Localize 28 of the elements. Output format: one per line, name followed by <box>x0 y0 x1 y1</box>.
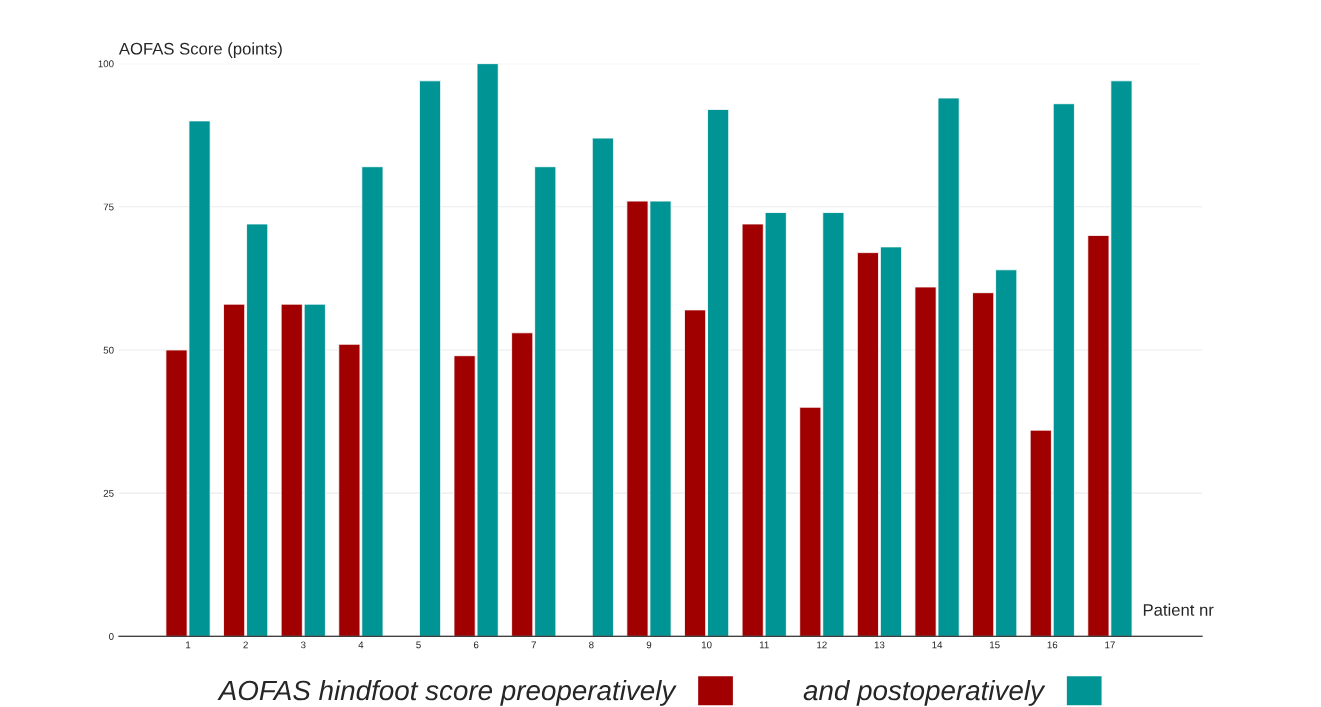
y-tick-label: 100 <box>98 60 114 68</box>
x-tick-label: 4 <box>358 641 364 649</box>
x-tick-label: 8 <box>589 641 594 649</box>
y-tick-label: 75 <box>103 203 114 211</box>
x-axis-title: Patient nr <box>1143 603 1214 616</box>
x-tick-label: 2 <box>243 641 248 649</box>
x-tick-label: 1 <box>186 641 191 649</box>
y-tick-label: 25 <box>103 489 114 497</box>
x-tick-label: 5 <box>416 641 421 649</box>
y-tick-label: 50 <box>103 346 114 354</box>
y-tick-label: 0 <box>109 633 114 640</box>
x-tick-label: 9 <box>646 641 652 649</box>
bar <box>419 80 442 637</box>
x-tick-label: 6 <box>473 641 479 649</box>
x-tick-label: 13 <box>874 641 885 649</box>
x-tick-label: 10 <box>701 641 712 649</box>
y-axis-title: AOFAS Score (points) <box>118 42 282 58</box>
bar <box>591 137 614 637</box>
x-tick-label: 15 <box>990 641 1000 649</box>
legend-label: AOFAS hindfoot score preoperatively <box>217 679 677 706</box>
x-tick-label: 3 <box>300 641 306 649</box>
x-tick-label: 16 <box>1047 641 1058 649</box>
x-tick-label: 17 <box>1105 641 1115 649</box>
x-tick-label: 7 <box>531 641 536 649</box>
x-tick-label: 11 <box>759 641 769 649</box>
x-tick-label: 12 <box>817 641 827 649</box>
legend-label: and postoperatively <box>803 679 1046 706</box>
x-tick-label: 14 <box>932 641 943 649</box>
